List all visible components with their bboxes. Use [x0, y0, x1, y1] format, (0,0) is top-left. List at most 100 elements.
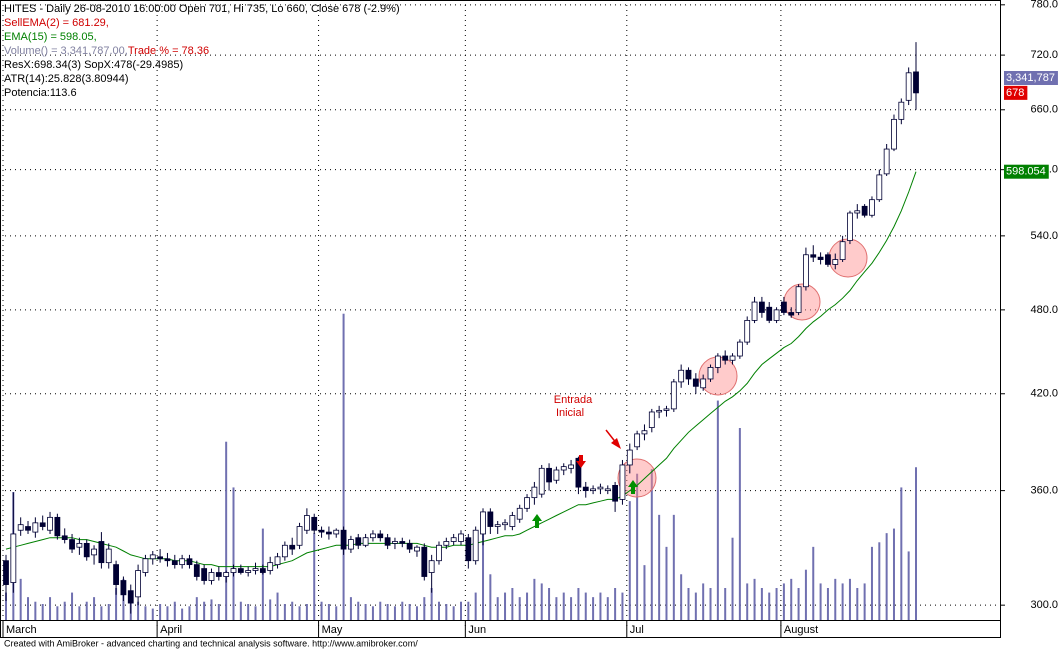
candle-body [245, 570, 252, 573]
volume-bar [819, 583, 822, 620]
candle-body [546, 467, 552, 483]
volume-bar [34, 601, 37, 620]
candle-body [105, 548, 112, 564]
annotation: Inicial [556, 407, 584, 419]
volume-bar [239, 601, 242, 620]
volume-bar [856, 588, 859, 620]
candle-body [10, 533, 17, 583]
volume-bar [342, 313, 345, 620]
candle-body [656, 410, 663, 413]
volume-bar [687, 588, 690, 620]
volume-bar [41, 604, 44, 620]
candle-body [531, 486, 538, 499]
candle-body [303, 515, 310, 531]
volume-bar [254, 606, 257, 620]
volume-bar [71, 592, 74, 620]
candle-body [825, 254, 831, 265]
volume-bar [658, 514, 661, 620]
volume-bar [225, 441, 228, 620]
volume-bar [63, 601, 66, 620]
value-box [1004, 71, 1058, 85]
candle-body [685, 369, 692, 380]
candle-body [913, 71, 919, 94]
candle-body [421, 546, 428, 577]
candle-body [39, 522, 46, 527]
volume-bar [371, 606, 374, 620]
value-box [1004, 164, 1049, 179]
sell-arrow [576, 455, 586, 468]
volume-bar [467, 601, 470, 620]
x-tick-label: May [322, 624, 343, 636]
volume-bar [401, 601, 404, 620]
volume-bar [247, 604, 250, 620]
x-tick-label: April [160, 624, 182, 636]
info-line: ATR(14):25.828(3.80944) [4, 73, 129, 85]
volume-bar [474, 592, 477, 620]
volume-bar [643, 565, 646, 620]
candle-body [494, 524, 501, 527]
candle-body [707, 366, 714, 380]
value-box-label: 678 [1006, 87, 1024, 99]
candle-body [157, 556, 164, 560]
volume-bar [437, 601, 440, 620]
grid [0, 0, 1000, 628]
candle-body [428, 560, 435, 573]
volume-bar [496, 597, 499, 620]
candle-body [215, 572, 222, 577]
candle-body [817, 256, 824, 260]
volume-bar [210, 599, 213, 620]
buy-arrow [532, 514, 542, 528]
candle-body [634, 433, 641, 448]
candle-body [553, 469, 560, 481]
candle-body [208, 572, 215, 581]
volume-layer [5, 313, 917, 620]
volume-bar [489, 574, 492, 620]
y-tick-label: 300.0 [1030, 599, 1058, 611]
y-tick-label: 720.0 [1030, 49, 1058, 61]
volume-bar [188, 606, 191, 620]
candle-body [237, 568, 244, 573]
candle-body [289, 544, 296, 550]
volume-bar [812, 546, 815, 620]
volume-bar [672, 514, 675, 620]
candle-body [538, 467, 545, 495]
volume-bar [797, 588, 800, 620]
volume-bar [584, 592, 587, 620]
value-box-label: 3,341,787 [1006, 72, 1055, 84]
volume-bar [100, 606, 103, 620]
volume-bar [217, 604, 220, 620]
candle-body [648, 411, 655, 428]
candle-body [193, 564, 200, 577]
volume-bar [606, 597, 609, 620]
candle-body [318, 529, 325, 533]
candle-body [524, 497, 530, 509]
candle-body [333, 529, 340, 535]
candle-body [751, 301, 758, 321]
candle-body [781, 301, 787, 313]
volume-bar [452, 606, 455, 620]
candle-body [54, 516, 61, 537]
volume-bar [731, 537, 734, 620]
volume-bar [746, 583, 749, 620]
info-line: Volume() = 3,341,787.00, [4, 45, 128, 57]
highlight-circle [828, 238, 868, 278]
value-box-label: 598.054 [1006, 166, 1046, 178]
candle-body [120, 580, 127, 596]
info-line: Potencia:113.6 [4, 87, 77, 99]
candle-body [590, 488, 596, 492]
candle-body [149, 554, 156, 560]
volume-bar [863, 583, 866, 620]
volume-bar [665, 546, 668, 620]
candle-body [3, 560, 9, 585]
candle-body [458, 533, 464, 542]
y-tick-label: 360.0 [1030, 485, 1058, 497]
candle-body [443, 541, 450, 546]
volume-bar [166, 606, 169, 620]
volume-bar [790, 578, 793, 620]
volume-bar [283, 604, 286, 620]
x-tick-label: Jul [630, 624, 644, 636]
volume-bar [834, 578, 837, 620]
candle-body [83, 542, 90, 558]
volume-bar [680, 574, 683, 620]
